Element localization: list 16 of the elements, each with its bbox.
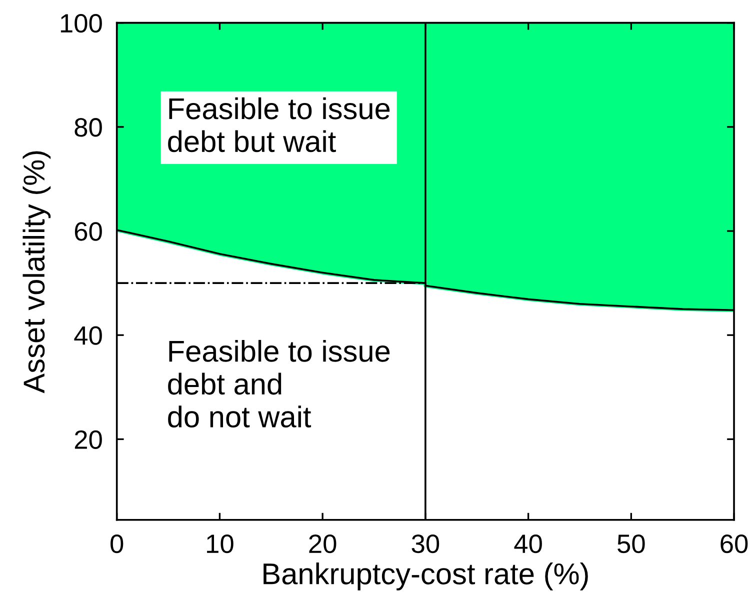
x-tick-label: 10 (207, 534, 234, 554)
y-tick-label: 60 (74, 222, 102, 241)
y-tick-label: 80 (74, 118, 102, 137)
x-tick-label: 20 (309, 534, 336, 554)
annotation: Feasible to issue debt and do not wait (168, 340, 390, 428)
x-tick-label: 40 (514, 534, 542, 554)
y-tick-label: 40 (74, 326, 102, 345)
y-tick-label: 20 (74, 430, 102, 450)
x-tick-label: 50 (618, 534, 645, 554)
y-tick-label: 100 (60, 14, 102, 33)
x-tick-label: 60 (720, 534, 748, 554)
x-axis-title: Bankruptcy-cost rate (%) (264, 562, 588, 590)
x-tick-label: 0 (110, 534, 124, 554)
annotation: Feasible to issue debt but wait (168, 97, 390, 152)
x-tick-label: 30 (412, 534, 440, 554)
y-axis-title: Asset volatility (%) (22, 151, 51, 394)
